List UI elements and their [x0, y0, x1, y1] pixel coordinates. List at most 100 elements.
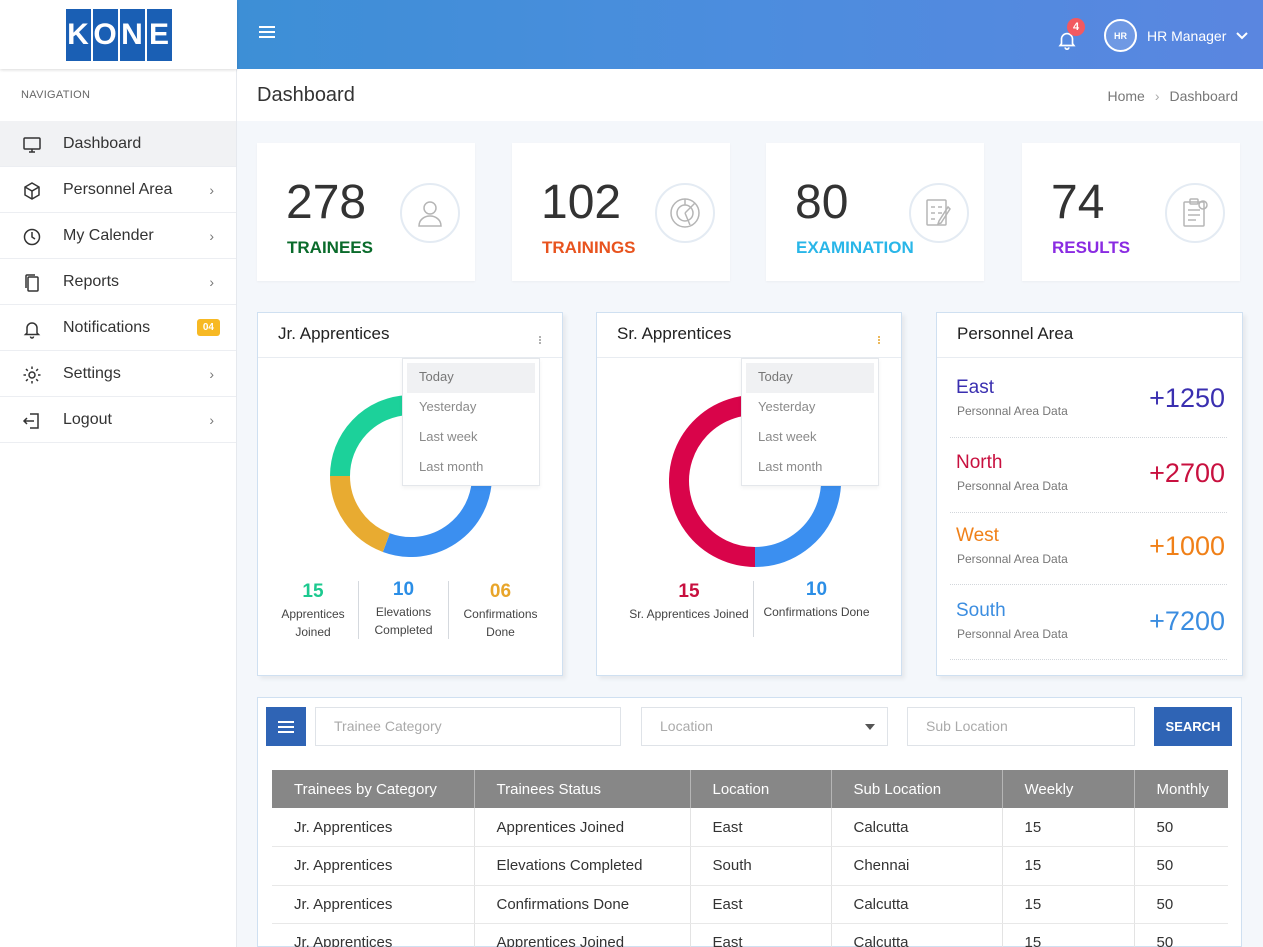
- stat-value: 15: [678, 581, 700, 602]
- chevron-right-icon: ›: [209, 365, 214, 382]
- dropdown-option-last-week[interactable]: Last week: [419, 429, 478, 444]
- table-cell: Apprentices Joined: [474, 923, 691, 947]
- stat-value: 102: [541, 176, 622, 229]
- table-cell: Calcutta: [831, 885, 1003, 924]
- panel-title: Personnel Area: [957, 324, 1074, 343]
- stat-label: TRAINEES: [287, 238, 373, 257]
- stat-confirmations-done: 06 Confirmations Done: [449, 581, 552, 639]
- logout-icon: [22, 413, 39, 429]
- clipboard-icon: [1165, 183, 1225, 243]
- column-header[interactable]: Trainees Status: [474, 770, 691, 808]
- more-options-icon[interactable]: [539, 336, 542, 345]
- stat-card-results[interactable]: 74 RESULTS: [1022, 143, 1240, 281]
- menu-toggle-icon[interactable]: [259, 26, 275, 40]
- cube-icon: [24, 182, 40, 200]
- area-row-south[interactable]: South Personnal Area Data +7200: [950, 594, 1227, 660]
- stat-card-trainings[interactable]: 102 TRAININGS: [512, 143, 730, 281]
- location-select[interactable]: Location: [641, 707, 888, 746]
- table-header-row: Trainees by Category Trainees Status Loc…: [272, 770, 1228, 808]
- area-name: East: [956, 377, 995, 398]
- search-button[interactable]: SEARCH: [1154, 707, 1232, 746]
- breadcrumb-home[interactable]: Home: [1107, 88, 1145, 104]
- stat-confirmations-done: 10 Confirmations Done: [754, 579, 879, 637]
- area-name: South: [956, 600, 1006, 621]
- logo-area[interactable]: K O N E: [0, 0, 237, 69]
- table-row[interactable]: Jr. Apprentices Apprentices Joined East …: [272, 923, 1228, 947]
- sidebar-item-settings[interactable]: Settings ›: [0, 351, 236, 397]
- area-value: +1000: [1149, 531, 1225, 561]
- jr-stats-row: 15 Apprentices Joined 10 Elevations Comple…: [268, 579, 552, 639]
- breadcrumb-separator-icon: ›: [1154, 88, 1160, 104]
- table-cell: 50: [1134, 923, 1228, 947]
- sidebar-item-dashboard[interactable]: Dashboard: [0, 121, 236, 167]
- table-row[interactable]: Jr. Apprentices Apprentices Joined East …: [272, 808, 1228, 847]
- logo-letter: E: [146, 8, 172, 61]
- table-row[interactable]: Jr. Apprentices Elevations Completed Sou…: [272, 846, 1228, 886]
- column-header[interactable]: Weekly: [1002, 770, 1135, 808]
- table-cell: Confirmations Done: [474, 885, 691, 924]
- dropdown-option-today[interactable]: Today: [746, 363, 874, 393]
- stat-label: TRAININGS: [542, 238, 636, 257]
- more-options-icon[interactable]: [878, 336, 881, 345]
- table-row[interactable]: Jr. Apprentices Confirmations Done East …: [272, 885, 1228, 924]
- area-row-east[interactable]: East Personnal Area Data +1250: [950, 372, 1227, 438]
- sidebar-item-label: Personnel Area: [63, 180, 173, 198]
- table-cell: Chennai: [831, 846, 1003, 886]
- chevron-right-icon: ›: [209, 411, 214, 428]
- sidebar-item-logout[interactable]: Logout ›: [0, 397, 236, 443]
- dropdown-option-last-month[interactable]: Last month: [419, 459, 484, 474]
- logo-letter: N: [119, 8, 145, 61]
- sub-location-input[interactable]: Sub Location: [907, 707, 1135, 746]
- caret-down-icon: [865, 724, 875, 730]
- chevron-right-icon: ›: [209, 181, 214, 198]
- column-header[interactable]: Location: [690, 770, 832, 808]
- monitor-icon: [23, 137, 41, 153]
- bell-icon: [23, 322, 41, 339]
- trainees-table: Trainees by Category Trainees Status Loc…: [272, 770, 1228, 947]
- stat-elevations-completed: 10 Elevations Completed: [359, 579, 448, 639]
- column-header[interactable]: Sub Location: [831, 770, 1003, 808]
- filter-menu-button[interactable]: [266, 707, 306, 746]
- area-row-north[interactable]: North Personnal Area Data +2700: [950, 447, 1227, 513]
- chevron-down-icon: [1236, 31, 1249, 39]
- stat-value: 06: [489, 581, 512, 602]
- chevron-right-icon: ›: [209, 273, 214, 290]
- top-bar: 4 HR HR Manager: [237, 0, 1263, 69]
- copy-icon: [25, 274, 39, 292]
- nav-title: NAVIGATION: [21, 89, 91, 101]
- sidebar-item-label: Settings: [63, 364, 121, 382]
- notification-bell-icon[interactable]: [1056, 28, 1078, 52]
- stat-caption: Confirmations Done: [463, 607, 538, 639]
- sidebar-item-my-calender[interactable]: My Calender ›: [0, 213, 236, 259]
- stat-card-trainees[interactable]: 278 TRAINEES: [257, 143, 475, 281]
- table-cell: Jr. Apprentices: [272, 885, 475, 924]
- column-header[interactable]: Trainees by Category: [272, 770, 475, 808]
- dropdown-option-yesterday[interactable]: Yesterday: [758, 399, 816, 414]
- panel-title: Jr. Apprentices: [278, 324, 390, 343]
- sidebar-item-notifications[interactable]: Notifications 04: [0, 305, 236, 351]
- table-cell: Calcutta: [831, 923, 1003, 947]
- area-subtitle: Personnal Area Data: [957, 552, 1068, 566]
- user-menu[interactable]: HR HR Manager: [1104, 19, 1249, 52]
- sidebar-item-personnel-area[interactable]: Personnel Area ›: [0, 167, 236, 213]
- stat-caption: Apprentices Joined: [281, 607, 345, 639]
- donut-segment-confirmations-done[interactable]: [330, 475, 391, 552]
- area-value: +1250: [1149, 383, 1225, 413]
- table-cell: Jr. Apprentices: [272, 808, 475, 847]
- trainee-category-input[interactable]: Trainee Category: [315, 707, 621, 746]
- trainee-filter-section: Trainee Category Location Sub Location S…: [257, 697, 1242, 947]
- column-header[interactable]: Monthly: [1134, 770, 1228, 808]
- avatar: HR: [1104, 19, 1137, 52]
- donut-segment-elevations-completed[interactable]: [382, 467, 492, 557]
- dropdown-option-last-month[interactable]: Last month: [758, 459, 823, 474]
- dropdown-option-today[interactable]: Today: [407, 363, 535, 393]
- page-header: Dashboard Home › Dashboard: [237, 69, 1263, 121]
- sidebar-item-reports[interactable]: Reports ›: [0, 259, 236, 305]
- dropdown-option-last-week[interactable]: Last week: [758, 429, 817, 444]
- dropdown-option-yesterday[interactable]: Yesterday: [419, 399, 477, 414]
- period-dropdown: Today Yesterday Last week Last month: [402, 358, 540, 486]
- sr-apprentices-panel: Sr. Apprentices Today Yesterday Last wee…: [596, 312, 902, 676]
- stat-card-examination[interactable]: 80 EXAMINATION: [766, 143, 984, 281]
- user-icon: [400, 183, 460, 243]
- area-row-west[interactable]: West Personnal Area Data +1000: [950, 521, 1227, 585]
